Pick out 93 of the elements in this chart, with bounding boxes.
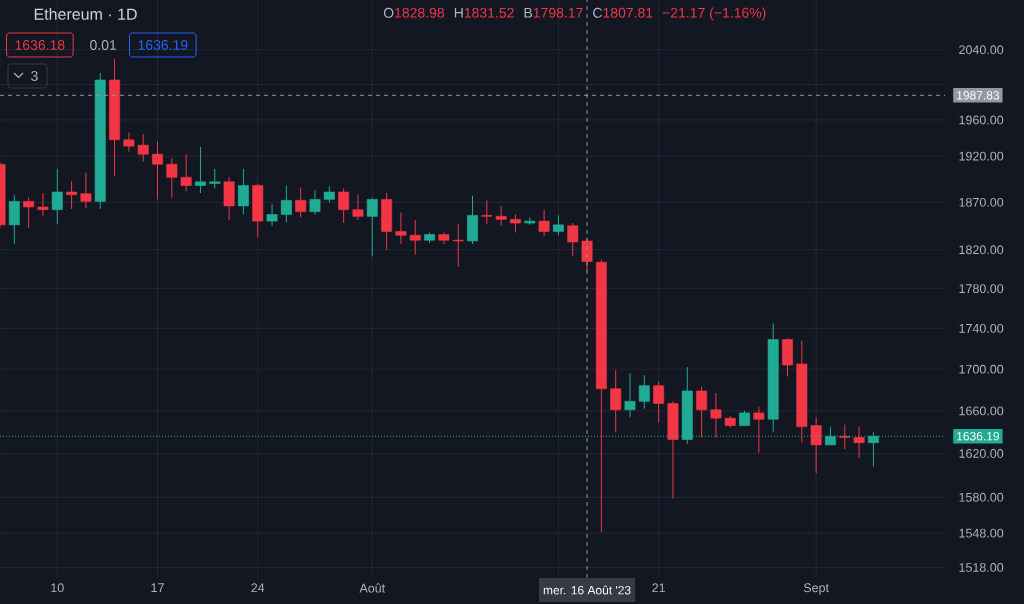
- y-tick-label: 1580.00: [959, 492, 1004, 502]
- candlestick: [595, 258, 607, 533]
- y-tick-label: 1660.00: [959, 406, 1004, 416]
- x-tick-label: 17: [151, 583, 164, 592]
- ref-line-label: 1987.83: [957, 91, 1000, 100]
- annotation: C: [593, 7, 602, 18]
- candlestick: [467, 195, 478, 245]
- candlestick: [538, 209, 550, 237]
- candlestick: [495, 205, 507, 227]
- candlestick: [739, 410, 751, 427]
- candlestick: [667, 400, 679, 499]
- candlestick: [853, 426, 865, 459]
- y-tick-label: 1740.00: [959, 323, 1004, 333]
- candlestick: [524, 216, 536, 226]
- candlestick: [8, 194, 20, 245]
- candlestick: [610, 369, 622, 433]
- x-tick-label: Sept: [803, 583, 829, 595]
- y-tick-label: 1820.00: [959, 245, 1004, 255]
- candlestick: [266, 203, 278, 227]
- candlestick: [323, 185, 335, 203]
- candlestick: [481, 199, 493, 225]
- y-tick-label: 1920.00: [959, 151, 1004, 161]
- annotation: B: [524, 7, 533, 18]
- ref-line-label: mer. 16 Août '23: [543, 585, 631, 595]
- x-tick-label: 21: [652, 583, 665, 593]
- candlestick: [94, 72, 106, 210]
- candlestick: [424, 232, 436, 244]
- annotation: 1636.19: [138, 40, 188, 50]
- candlestick: [152, 141, 163, 200]
- y-tick-label: 2040.00: [959, 45, 1004, 55]
- x-tick-label: 24: [251, 583, 265, 593]
- candlestick: [137, 133, 149, 163]
- candlestick: [696, 386, 708, 438]
- annotation: 1831.52: [464, 7, 514, 18]
- candlestick: [80, 172, 92, 209]
- candlestick: [66, 180, 78, 210]
- candlestick: [782, 337, 793, 377]
- candlestick: [352, 194, 364, 221]
- chart-title: Ethereum · 1D: [34, 8, 137, 20]
- candlestick: [180, 153, 192, 192]
- candlestick: [237, 168, 249, 215]
- candlestick: [624, 372, 636, 418]
- candlestick: [638, 374, 650, 410]
- candlestick: [724, 415, 736, 429]
- candlestick: [452, 223, 464, 268]
- candlestick: [51, 168, 63, 225]
- candlestick: [309, 189, 321, 215]
- candlestick: [438, 232, 450, 245]
- annotation: 3: [31, 71, 38, 81]
- candlestick: [510, 213, 521, 234]
- annotation: O: [383, 7, 394, 18]
- candlestick: [552, 214, 564, 236]
- candlestick: [753, 406, 765, 454]
- y-tick-label: 1700.00: [959, 364, 1004, 374]
- annotation: 1636.18: [15, 40, 65, 50]
- candlestick: [338, 187, 350, 224]
- y-tick-label: 1518.00: [959, 562, 1004, 572]
- y-tick-label: 1960.00: [959, 115, 1004, 125]
- y-tick-label: 1548.00: [959, 528, 1004, 538]
- annotation: H: [454, 7, 463, 18]
- y-tick-label: 1870.00: [959, 197, 1004, 207]
- x-tick-label: 10: [51, 583, 64, 593]
- candlestick: [37, 192, 49, 217]
- annotation: −21.17 (−1.16%): [662, 7, 766, 21]
- candlestick: [295, 186, 307, 218]
- y-tick-label: 1780.00: [959, 284, 1004, 294]
- candlestick: [409, 219, 421, 256]
- candlestick: [252, 183, 264, 238]
- candlestick: [381, 192, 393, 251]
- annotation: 1828.98: [395, 7, 445, 18]
- candlestick: [23, 197, 35, 229]
- candlestick: [653, 381, 665, 424]
- candlestick: [839, 424, 851, 450]
- annotation: 0.01: [90, 40, 117, 50]
- candlestick: [166, 157, 178, 199]
- candlestick: [223, 176, 235, 221]
- candlestick: [395, 212, 407, 245]
- annotation: 1798.17: [533, 7, 583, 18]
- candlestick: [366, 197, 378, 257]
- candlestick: [567, 222, 579, 257]
- candlestick: [796, 340, 808, 444]
- candlestick: [123, 132, 135, 153]
- candlestick: [195, 146, 206, 194]
- candlestick: [109, 58, 121, 177]
- x-tick-label: Août: [359, 583, 386, 593]
- annotation: 1807.81: [603, 7, 653, 18]
- candlestick: [710, 392, 722, 438]
- candlestick: [767, 322, 779, 433]
- candlestick: [209, 168, 221, 189]
- y-tick-label: 1620.00: [959, 449, 1004, 458]
- candlestick: [280, 184, 292, 223]
- candlestick: [810, 416, 822, 474]
- ref-line-label: 1636.19: [957, 431, 1000, 441]
